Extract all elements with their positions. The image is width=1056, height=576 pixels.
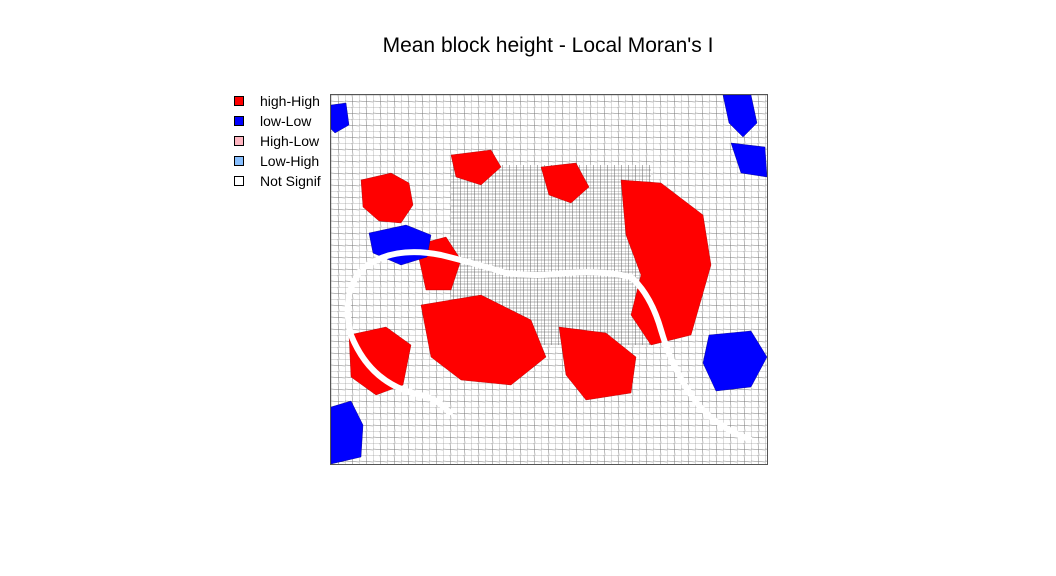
legend-label: High-Low [260, 133, 320, 149]
low-low-cluster-top-right [722, 95, 758, 138]
legend-swatch [234, 116, 244, 126]
high-high-cluster-east [620, 179, 712, 346]
low-low-cluster-bottom-left [331, 400, 364, 464]
legend-item: low-Low [234, 111, 321, 131]
low-low-clusters [331, 95, 767, 464]
high-high-cluster-southwest [348, 326, 412, 396]
legend-label: Low-High [260, 153, 320, 169]
legend-swatch [234, 156, 244, 166]
map-title: Mean block height - Local Moran's I [382, 34, 714, 57]
seine-river [359, 249, 753, 443]
low-low-cluster-southeast [702, 330, 767, 392]
map-legend: high-High low-Low High-Low Low-High Not Sign… [234, 91, 321, 191]
high-high-clusters [348, 149, 712, 401]
high-high-cluster-south-center-left [420, 294, 547, 386]
legend-swatch [234, 96, 244, 106]
high-high-cluster-northwest [360, 172, 414, 224]
legend-item: high-High [234, 91, 321, 111]
high-high-cluster-north-center [450, 149, 502, 186]
choropleth-map [330, 94, 768, 465]
legend-label: high-High [260, 93, 320, 109]
low-low-cluster-top-left [331, 102, 350, 134]
map-canvas [331, 95, 767, 464]
low-low-cluster-right-upper [730, 142, 767, 178]
legend-swatch [234, 176, 244, 186]
legend-label: low-Low [260, 113, 312, 129]
legend-item: Low-High [234, 151, 321, 171]
legend-item: Not Signif [234, 171, 321, 191]
legend-item: High-Low [234, 131, 321, 151]
legend-label: Not Signif [260, 173, 321, 189]
seine-river-west-loop [344, 268, 454, 417]
legend-swatch [234, 136, 244, 146]
high-high-cluster-south-center-right [558, 326, 637, 401]
high-high-cluster-north-east [540, 162, 590, 204]
